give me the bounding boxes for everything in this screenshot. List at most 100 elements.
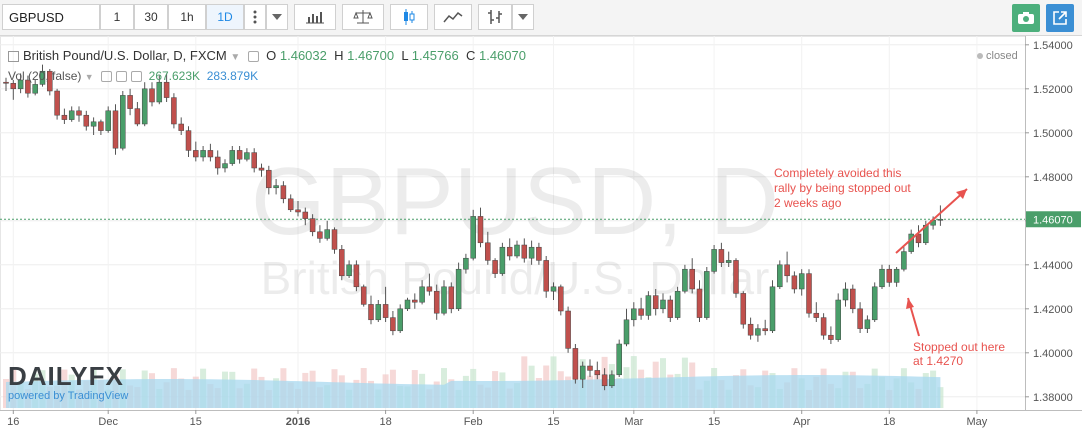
- candle-body: [886, 268, 893, 283]
- candle: [236, 146, 243, 164]
- volume-ma-value: 283.879K: [206, 69, 259, 83]
- candle: [32, 80, 38, 96]
- candle: [711, 245, 717, 274]
- candle: [937, 205, 944, 226]
- candle-body: [258, 167, 265, 171]
- candle-body: [499, 246, 506, 274]
- candle-body: [448, 286, 455, 310]
- legend-dropdown-icon[interactable]: ▼: [230, 52, 241, 63]
- volume-dropdown-icon[interactable]: ▼: [84, 72, 94, 82]
- candle: [309, 214, 316, 237]
- camera-icon[interactable]: [1012, 4, 1040, 32]
- candle: [39, 64, 46, 87]
- candle-body: [645, 295, 652, 316]
- candle: [127, 88, 133, 116]
- settings-icon[interactable]: [247, 51, 259, 63]
- candle-body: [550, 286, 557, 292]
- candle: [857, 302, 863, 333]
- candle-body: [528, 246, 535, 259]
- candle: [10, 80, 17, 100]
- close-icon[interactable]: [130, 71, 142, 83]
- area-icon[interactable]: [434, 4, 472, 30]
- bars-icon[interactable]: [478, 4, 512, 30]
- candle-body: [689, 268, 695, 290]
- candle: [777, 260, 783, 289]
- indicators-icon[interactable]: [294, 4, 336, 30]
- candle: [295, 201, 301, 217]
- candlestick-chart[interactable]: GBPUSD, D British Pound/U.S. Dollar 1.54…: [0, 36, 1082, 436]
- low-value: 1.45766: [411, 48, 459, 63]
- candle: [558, 284, 564, 316]
- candle-body: [83, 114, 90, 127]
- candle-body: [163, 81, 170, 98]
- candle: [302, 207, 309, 226]
- candle: [689, 258, 695, 294]
- candles-icon[interactable]: [390, 4, 428, 30]
- interval-30-button[interactable]: 30: [134, 4, 168, 30]
- candle-body: [229, 150, 236, 164]
- popout-icon[interactable]: [1046, 4, 1074, 32]
- x-tick-label: Dec: [98, 416, 118, 428]
- candle-body: [769, 286, 776, 332]
- x-tick-label: 16: [7, 416, 19, 428]
- candle-body: [404, 299, 411, 310]
- high-label: H: [334, 48, 344, 63]
- candle-body: [682, 268, 688, 292]
- candle: [280, 181, 287, 204]
- candle: [382, 286, 389, 322]
- dropdown-icon[interactable]: [266, 4, 288, 30]
- candle: [740, 291, 747, 329]
- interval-1h-button[interactable]: 1h: [168, 4, 206, 30]
- candle-body: [61, 114, 68, 120]
- candle-body: [17, 79, 24, 90]
- interval-1-button[interactable]: 1: [100, 4, 134, 30]
- candle: [229, 146, 236, 166]
- candle: [623, 308, 630, 347]
- annotation-arrowhead-bottom: [906, 298, 914, 309]
- candle-body: [784, 264, 790, 277]
- candle-body: [638, 308, 644, 316]
- settings-icon[interactable]: [115, 71, 127, 83]
- candle: [105, 106, 111, 133]
- status-dot-icon: [977, 53, 983, 59]
- candle: [441, 280, 447, 316]
- candle: [178, 117, 184, 135]
- more-icon[interactable]: [244, 4, 266, 30]
- candle-body: [857, 308, 863, 329]
- candle: [725, 251, 732, 267]
- candle: [397, 304, 403, 333]
- chart-legend: British Pound/U.S. Dollar, D, FXCM ▼ O 1…: [8, 48, 526, 63]
- candle-body: [572, 348, 579, 380]
- candle: [412, 293, 418, 309]
- symbol-input[interactable]: GBPUSD: [2, 4, 100, 30]
- compare-icon[interactable]: [342, 4, 384, 30]
- candle-body: [317, 231, 323, 239]
- candle-body: [390, 317, 396, 332]
- candle: [798, 269, 805, 296]
- collapse-icon[interactable]: [8, 51, 19, 63]
- candle-body: [623, 319, 630, 345]
- watermark-symbol: GBPUSD, D: [251, 148, 779, 255]
- candle: [455, 262, 462, 311]
- candle: [90, 117, 97, 135]
- candle-body: [397, 308, 403, 332]
- candle-body: [54, 90, 60, 116]
- candle: [360, 284, 367, 307]
- y-tick-label: 1.42000: [1033, 304, 1073, 316]
- candle-body: [419, 286, 425, 303]
- dropdown-icon[interactable]: [512, 4, 534, 30]
- candle: [645, 291, 652, 320]
- candle-body: [112, 110, 119, 149]
- candle: [339, 245, 345, 281]
- candle: [674, 286, 681, 320]
- candle: [222, 159, 228, 173]
- candle-body: [105, 110, 111, 131]
- interval-1d-button[interactable]: 1D: [206, 4, 244, 30]
- candle: [893, 267, 900, 287]
- eye-icon[interactable]: [100, 71, 112, 83]
- close-value: 1.46070: [478, 48, 526, 63]
- chart-area[interactable]: GBPUSD, D British Pound/U.S. Dollar 1.54…: [0, 36, 1082, 436]
- candle: [426, 273, 433, 296]
- candle: [477, 207, 484, 248]
- candle-body: [674, 290, 681, 318]
